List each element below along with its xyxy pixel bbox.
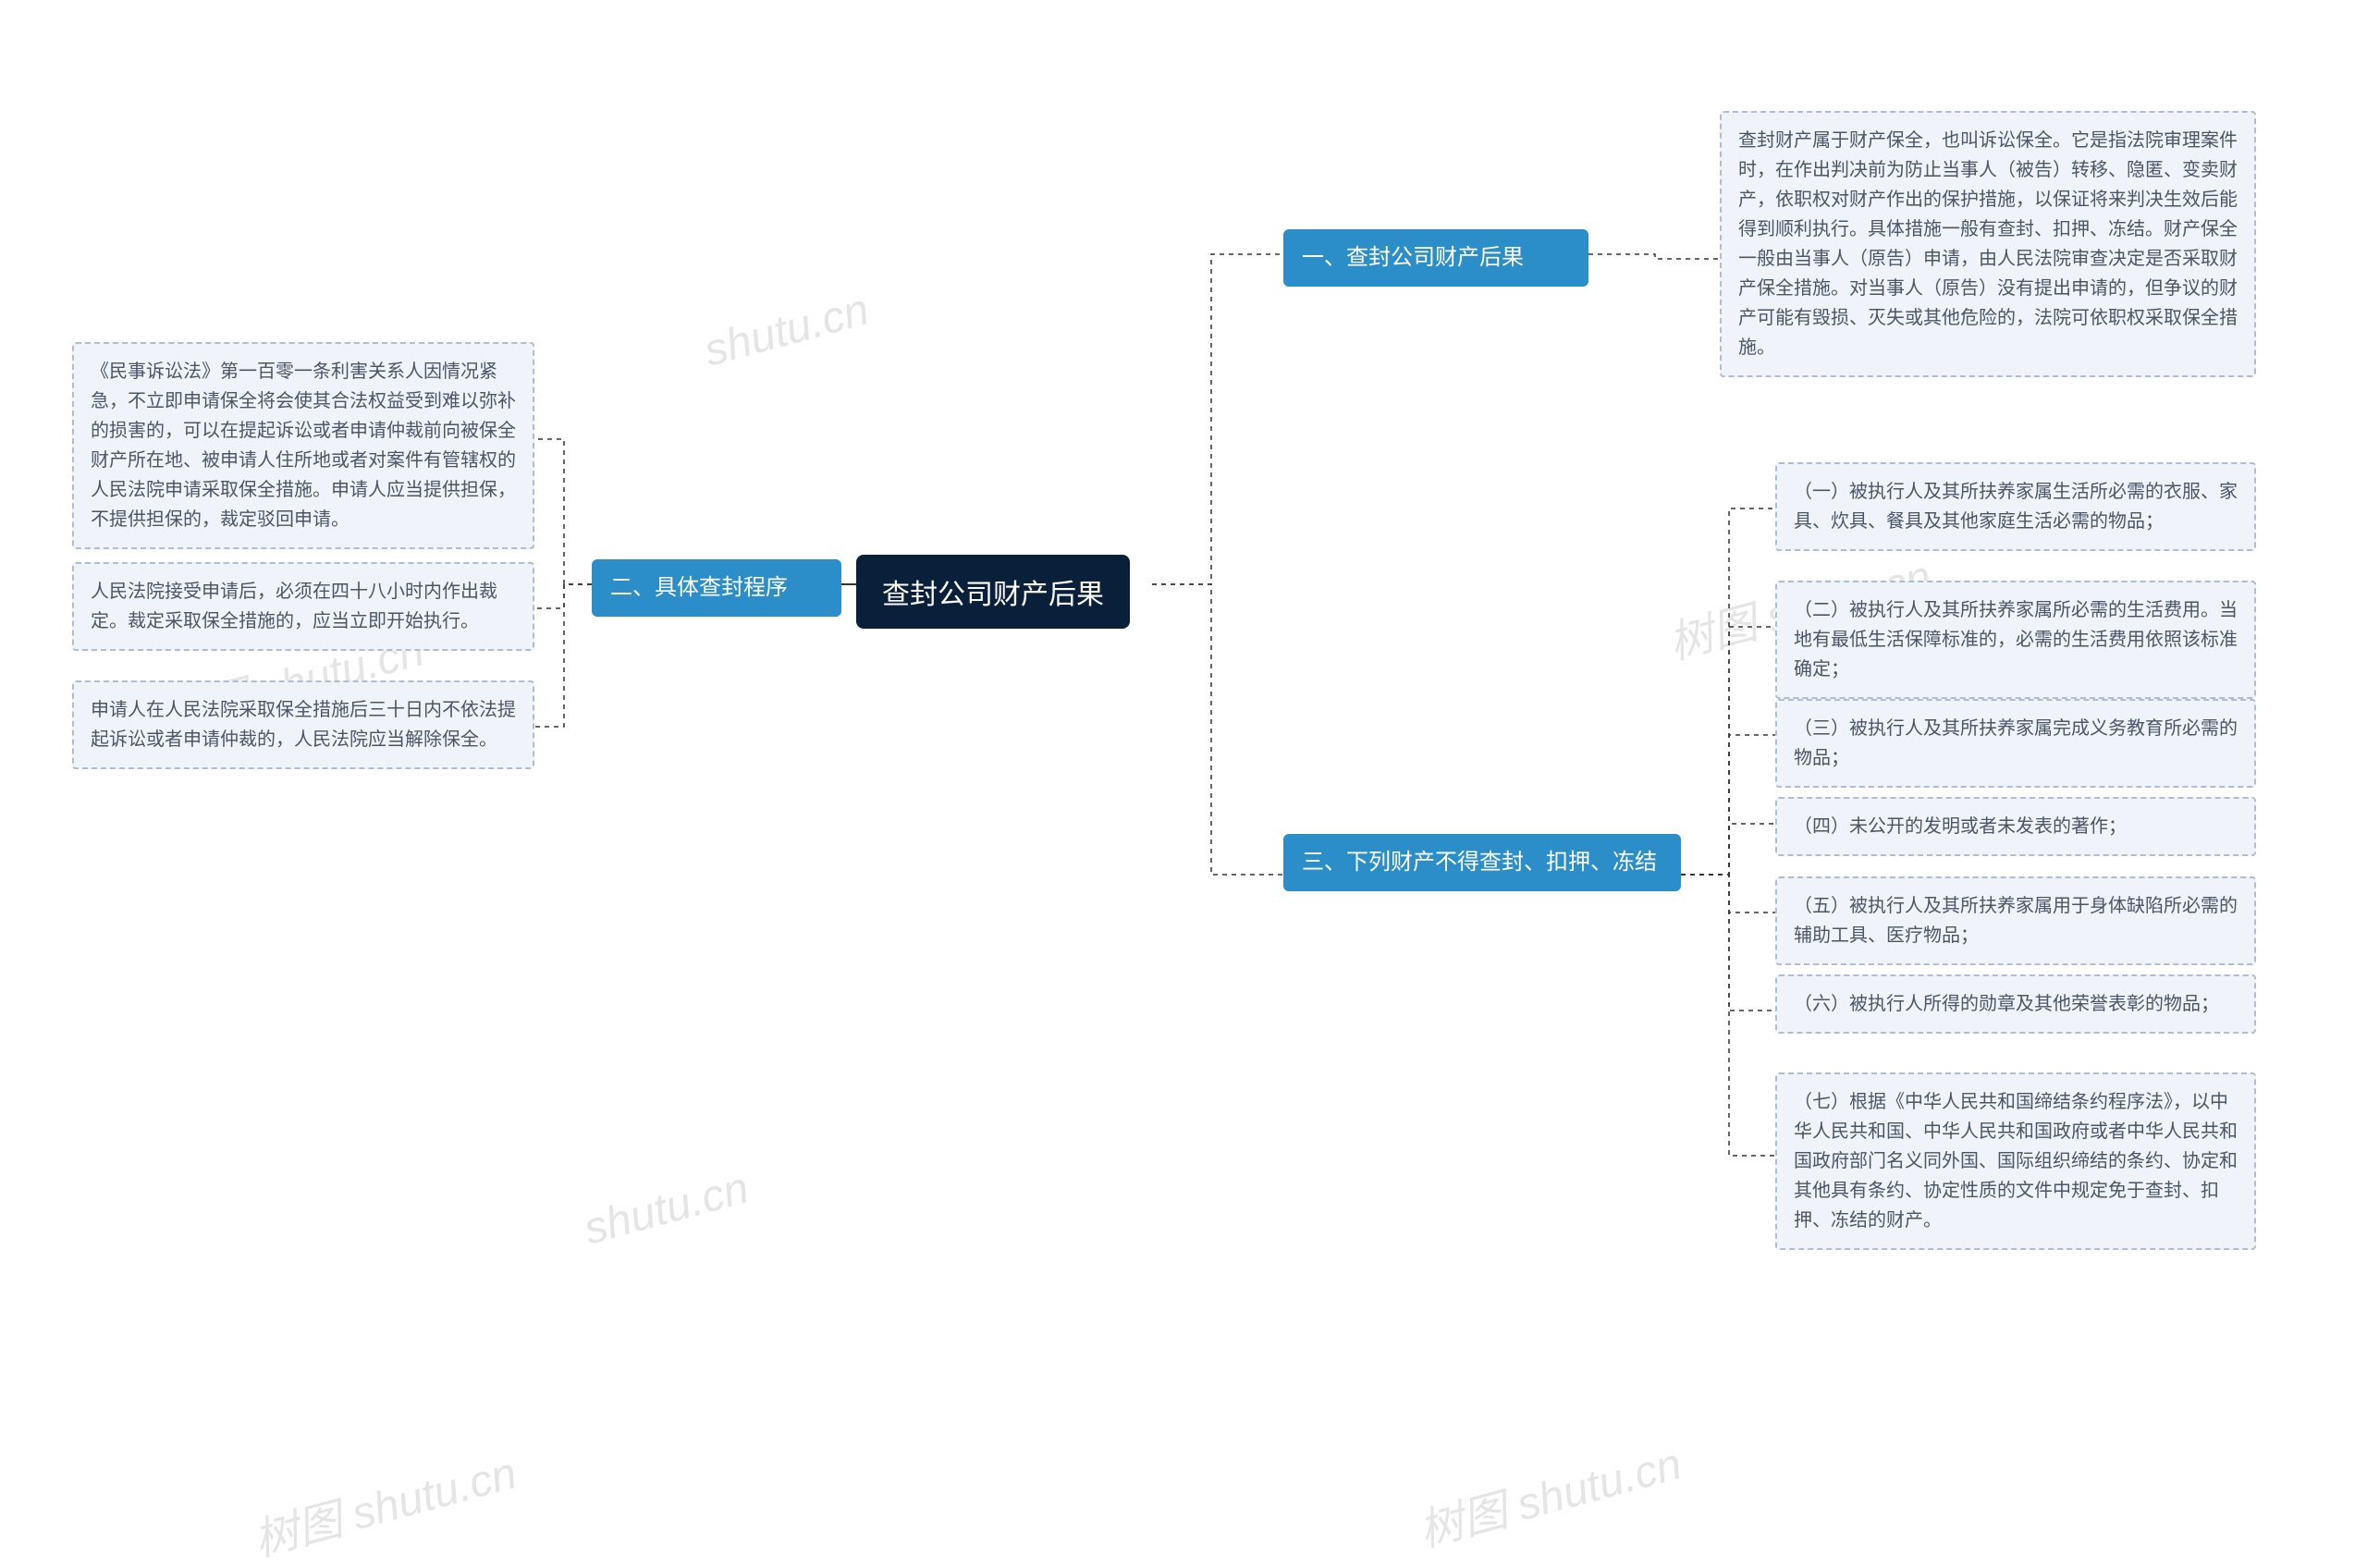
watermark: shutu.cn xyxy=(699,284,875,376)
branch-procedure[interactable]: 二、具体查封程序 xyxy=(592,559,841,617)
root-node[interactable]: 查封公司财产后果 xyxy=(856,555,1130,629)
watermark: shutu.cn xyxy=(579,1162,754,1255)
leaf-exempt-4: （四）未公开的发明或者未发表的著作； xyxy=(1775,797,2256,856)
leaf-procedure-3: 申请人在人民法院采取保全措施后三十日内不依法提起诉讼或者申请仲裁的，人民法院应当… xyxy=(72,680,534,769)
watermark: 树图 shutu.cn xyxy=(1411,1427,1687,1560)
leaf-procedure-1: 《民事诉讼法》第一百零一条利害关系人因情况紧急，不立即申请保全将会使其合法权益受… xyxy=(72,342,534,549)
leaf-exempt-5: （五）被执行人及其所扶养家属用于身体缺陷所必需的辅助工具、医疗物品； xyxy=(1775,876,2256,965)
leaf-procedure-2: 人民法院接受申请后，必须在四十八小时内作出裁定。裁定采取保全措施的，应当立即开始… xyxy=(72,562,534,651)
leaf-exempt-6: （六）被执行人所得的勋章及其他荣誉表彰的物品； xyxy=(1775,974,2256,1034)
leaf-consequences-desc: 查封财产属于财产保全，也叫诉讼保全。它是指法院审理案件时，在作出判决前为防止当事… xyxy=(1720,111,2256,377)
branch-exemptions[interactable]: 三、下列财产不得查封、扣押、冻结 xyxy=(1283,834,1681,891)
watermark: 树图 shutu.cn xyxy=(246,1437,522,1568)
leaf-exempt-1: （一）被执行人及其所扶养家属生活所必需的衣服、家具、炊具、餐具及其他家庭生活必需… xyxy=(1775,462,2256,551)
branch-consequences[interactable]: 一、查封公司财产后果 xyxy=(1283,229,1588,287)
leaf-exempt-3: （三）被执行人及其所扶养家属完成义务教育所必需的物品； xyxy=(1775,699,2256,788)
leaf-exempt-2: （二）被执行人及其所扶养家属所必需的生活费用。当地有最低生活保障标准的，必需的生… xyxy=(1775,581,2256,699)
leaf-exempt-7: （七）根据《中华人民共和国缔结条约程序法》，以中华人民共和国、中华人民共和国政府… xyxy=(1775,1072,2256,1250)
